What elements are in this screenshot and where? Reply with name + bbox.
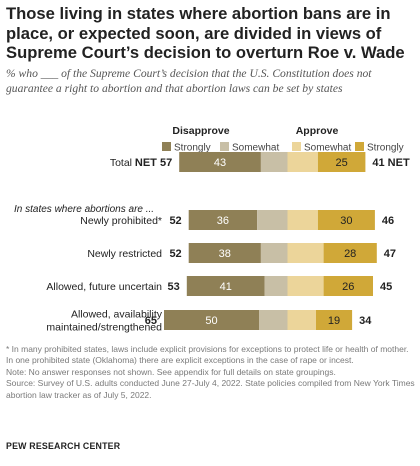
section-label: In states where abortions are ...	[14, 204, 154, 215]
category-label: Newly restricted	[87, 248, 162, 260]
bar-row: 38 28 52 47 Newly restricted	[87, 243, 396, 263]
bar-somewhat-disapprove	[257, 210, 288, 230]
value-label-strongly-approve: 30	[340, 215, 352, 227]
legend: Strongly Somewhat Somewhat Strongly	[162, 142, 404, 154]
note-no-answer: Note: No answer responses not shown. See…	[6, 366, 336, 377]
credit: PEW RESEARCH CENTER	[6, 441, 121, 451]
category-label: Total	[110, 157, 132, 169]
net-disapprove-label: 65	[145, 315, 157, 327]
bar-row: 50 19 65 34 Allowed, availabilitymaintained/…	[46, 309, 372, 334]
note-source: Source: Survey of U.S. adults conducted …	[6, 378, 415, 400]
category-label: Allowed, availability	[71, 309, 163, 321]
bar-row: 43 25 NET 57 41 NET Total	[110, 152, 410, 172]
bar-strongly-approve	[316, 310, 353, 330]
value-label-strongly-approve: 26	[342, 281, 354, 293]
bar-strongly-disapprove	[179, 152, 261, 172]
bar-somewhat-approve	[287, 243, 324, 263]
bar-strongly-disapprove	[188, 210, 258, 230]
net-disapprove-label: 52	[169, 215, 181, 227]
value-label-strongly-disapprove: 38	[219, 248, 231, 260]
category-label: Allowed, future uncertain	[46, 281, 162, 293]
bar-somewhat-approve	[287, 210, 318, 230]
bar-row: 41 26 53 45 Allowed, future uncertain	[46, 276, 392, 296]
legend-label: Strongly	[367, 143, 404, 154]
bar-somewhat-approve	[287, 310, 316, 330]
bar-somewhat-disapprove	[260, 152, 288, 172]
bar-strongly-disapprove	[188, 243, 261, 263]
net-disapprove-label: 52	[169, 248, 181, 260]
chart: Disapprove Approve Strongly Somewhat Somew…	[14, 125, 410, 335]
notes: * In many prohibited states, laws includ…	[6, 344, 416, 401]
value-label-strongly-approve: 28	[344, 248, 356, 260]
net-approve-label: 34	[359, 315, 372, 327]
legend-swatch	[292, 142, 301, 151]
category-label: maintained/strengthened	[46, 322, 162, 334]
net-approve-label: 47	[384, 248, 396, 260]
net-approve-label: 45	[380, 281, 392, 293]
value-label-strongly-approve: 25	[336, 157, 348, 169]
bar-strongly-approve	[317, 210, 375, 230]
legend-swatch	[220, 142, 229, 151]
value-label-strongly-approve: 19	[328, 315, 340, 327]
net-approve-label: 41 NET	[372, 157, 410, 169]
value-label-strongly-disapprove: 41	[220, 281, 232, 293]
bar-somewhat-disapprove	[259, 310, 288, 330]
bar-strongly-approve	[317, 152, 366, 172]
net-disapprove-label: NET 57	[135, 157, 172, 169]
value-label-strongly-disapprove: 36	[217, 215, 229, 227]
header-disapprove: Disapprove	[172, 125, 229, 137]
bar-somewhat-approve	[287, 276, 324, 296]
value-label-strongly-disapprove: 50	[205, 315, 217, 327]
bar-strongly-disapprove	[186, 276, 265, 296]
net-approve-label: 46	[382, 215, 394, 227]
legend-label: Somewhat	[232, 143, 279, 154]
value-label-strongly-disapprove: 43	[214, 157, 226, 169]
legend-swatch	[355, 142, 364, 151]
bar-somewhat-disapprove	[264, 276, 288, 296]
bar-somewhat-disapprove	[260, 243, 288, 263]
bar-strongly-disapprove	[164, 310, 259, 330]
bar-row: 36 30 52 46 Newly prohibited*	[80, 210, 394, 230]
legend-label: Somewhat	[304, 143, 351, 154]
chart-title: Those living in states where abortion ba…	[6, 4, 405, 62]
legend-swatch	[162, 142, 171, 151]
bar-rows: 43 25 NET 57 41 NET Total 36 30 52 46 Newly prohi…	[46, 152, 410, 334]
header-approve: Approve	[296, 125, 339, 137]
chart-subtitle: % who ___ of the Supreme Court’s decisio…	[6, 67, 372, 95]
net-disapprove-label: 53	[168, 281, 180, 293]
bar-somewhat-approve	[287, 152, 318, 172]
bar-strongly-approve	[323, 243, 377, 263]
legend-label: Strongly	[174, 143, 211, 154]
note-asterisk: * In many prohibited states, laws includ…	[6, 344, 409, 366]
bar-strongly-approve	[323, 276, 373, 296]
category-label: Newly prohibited*	[80, 215, 162, 227]
